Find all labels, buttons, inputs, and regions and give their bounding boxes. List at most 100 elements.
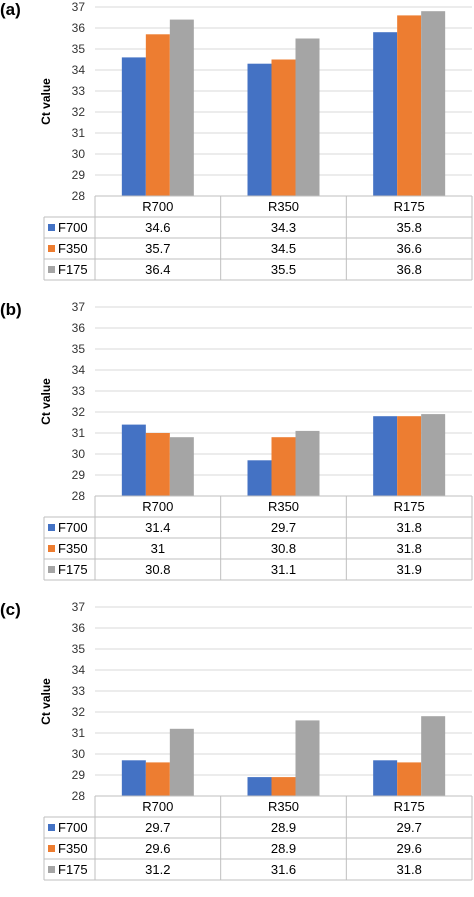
series-name: F700 [58,220,88,235]
table-cell-value: 28.9 [271,841,296,856]
panel-label: (c) [0,600,21,619]
series-name: F700 [58,820,88,835]
y-tick-label: 32 [72,705,86,719]
category-label: R350 [268,499,299,514]
bar-f175-r350 [295,430,320,496]
bar-f700-r350 [247,777,272,796]
category-label: R700 [142,499,173,514]
y-tick-label: 33 [72,84,86,98]
table-cell-value: 34.6 [145,220,170,235]
table-cell-value: 36.8 [397,262,422,277]
legend-key-f350 [48,545,55,552]
bar-f175-r700 [169,437,194,496]
table-cell-value: 31.8 [397,862,422,877]
category-label: R350 [268,799,299,814]
chart-panel-c: (c) 28 29 30 31 32 33 34 35 36 37 Ct value R700 R350 R… [0,600,474,897]
y-tick-label: 32 [72,405,86,419]
legend-key-f350 [48,845,55,852]
bar-f700-r175 [373,416,398,496]
y-tick-label: 28 [72,189,86,203]
chart-svg-a: (a) 28 29 30 31 32 33 34 35 36 37 Ct value R700 R350 R… [0,0,473,281]
legend-key-f175 [48,566,55,573]
legend-key-f700 [48,824,55,831]
table-cell-value: 36.4 [145,262,170,277]
y-tick-label: 29 [72,168,86,182]
bar-f175-r350 [295,38,320,196]
y-tick-label: 35 [72,42,86,56]
bar-f700-r700 [121,424,146,496]
category-label: R175 [394,799,425,814]
y-tick-label: 33 [72,684,86,698]
bar-f350-r350 [271,59,296,196]
table-cell-value: 29.7 [271,520,296,535]
bar-f175-r175 [421,11,446,197]
bar-f350-r175 [397,416,422,496]
chart-panel-b: (b) 28 29 30 31 32 33 34 35 36 37 Ct value R700 R350 R… [0,300,474,597]
series-name: F175 [58,262,88,277]
y-tick-label: 31 [72,126,86,140]
bar-f700-r700 [121,57,146,197]
table-cell-value: 30.8 [145,562,170,577]
table-cell-value: 34.3 [271,220,296,235]
panel-label: (a) [0,0,21,19]
table-cell-value: 29.7 [145,820,170,835]
table-cell-value: 36.6 [397,241,422,256]
table-cell-value: 31.8 [397,541,422,556]
bar-f350-r700 [145,762,170,796]
bar-f700-r175 [373,32,398,197]
y-tick-label: 37 [72,300,86,314]
y-tick-label: 32 [72,105,86,119]
table-cell-value: 31.2 [145,862,170,877]
y-axis-label: Ct value [39,78,53,125]
series-name: F350 [58,841,88,856]
category-label: R175 [394,199,425,214]
series-name: F350 [58,541,88,556]
y-tick-label: 31 [72,726,86,740]
y-tick-label: 31 [72,426,86,440]
category-label: R700 [142,199,173,214]
table-cell-value: 34.5 [271,241,296,256]
series-name: F175 [58,562,88,577]
bar-f700-r175 [373,760,398,796]
y-tick-label: 34 [72,363,86,377]
y-tick-label: 28 [72,489,86,503]
bar-f175-r175 [421,414,446,496]
y-tick-label: 33 [72,384,86,398]
y-tick-label: 37 [72,0,86,14]
legend-key-f350 [48,245,55,252]
table-cell-value: 31 [151,541,165,556]
table-cell-value: 29.6 [145,841,170,856]
bar-f175-r700 [169,19,194,196]
y-tick-label: 29 [72,768,86,782]
panel-label: (b) [0,300,22,319]
series-name: F700 [58,520,88,535]
y-tick-label: 34 [72,663,86,677]
table-cell-value: 31.9 [397,562,422,577]
y-tick-label: 34 [72,63,86,77]
table-cell-value: 31.8 [397,520,422,535]
y-tick-label: 35 [72,642,86,656]
y-axis-label: Ct value [39,678,53,725]
y-tick-label: 37 [72,600,86,614]
series-name: F350 [58,241,88,256]
bar-f175-r350 [295,720,320,796]
y-tick-label: 30 [72,147,86,161]
bar-f175-r175 [421,716,446,796]
table-cell-value: 30.8 [271,541,296,556]
legend-key-f700 [48,524,55,531]
y-tick-label: 30 [72,747,86,761]
bar-f350-r700 [145,34,170,196]
y-tick-label: 36 [72,321,86,335]
y-axis-label: Ct value [39,378,53,425]
bar-f700-r350 [247,460,272,496]
bar-f700-r350 [247,63,272,197]
table-cell-value: 35.5 [271,262,296,277]
category-label: R175 [394,499,425,514]
y-tick-label: 30 [72,447,86,461]
table-cell-value: 28.9 [271,820,296,835]
bar-f700-r700 [121,760,146,796]
legend-key-f175 [48,866,55,873]
table-cell-value: 31.1 [271,562,296,577]
y-tick-label: 29 [72,468,86,482]
legend-key-f700 [48,224,55,231]
